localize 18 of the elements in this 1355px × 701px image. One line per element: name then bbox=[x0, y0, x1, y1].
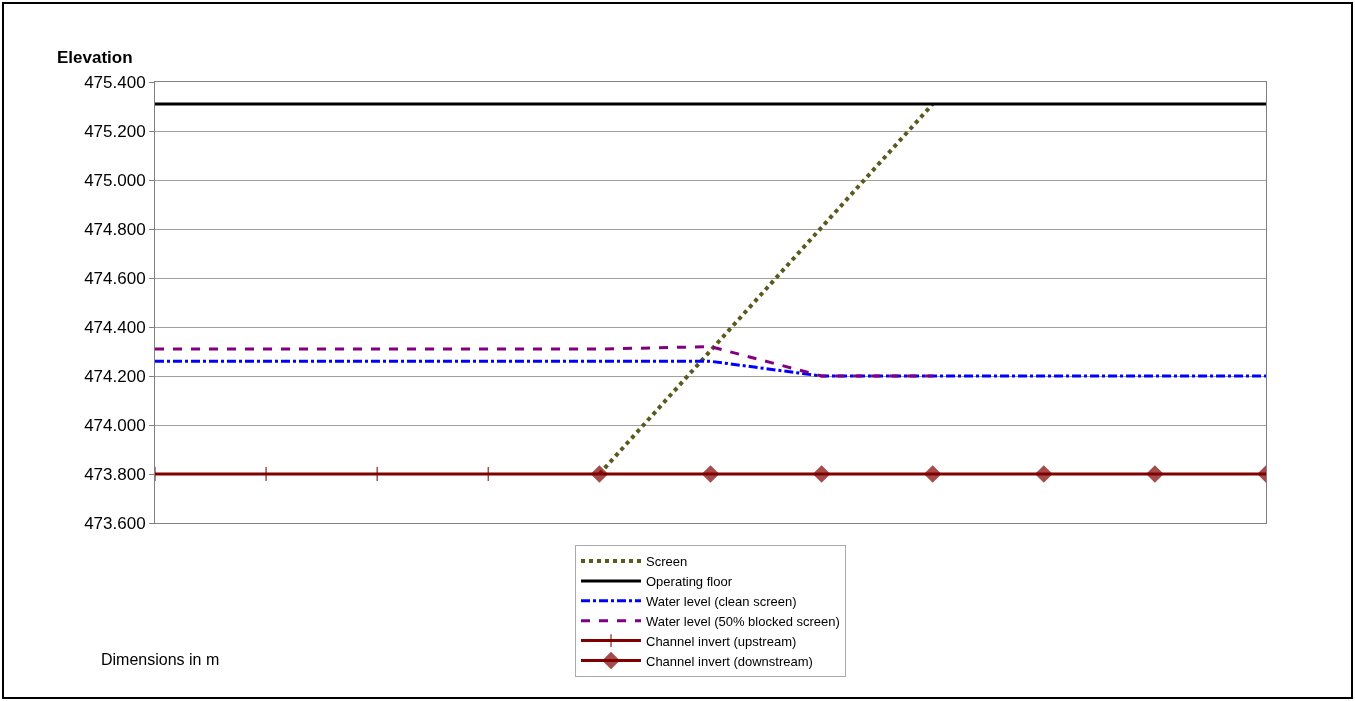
legend-label: Screen bbox=[646, 554, 688, 570]
y-axis-title: Elevation bbox=[57, 48, 133, 67]
text: Dimensions in m bbox=[101, 651, 220, 668]
y-tick-label: 474.000 bbox=[84, 415, 146, 435]
y-tick-label: 475.400 bbox=[84, 72, 146, 92]
legend-label: Water level (clean screen) bbox=[646, 593, 797, 609]
y-tick-label: 473.600 bbox=[84, 513, 146, 533]
legend-label: Water level (50% blocked screen) bbox=[646, 613, 840, 629]
y-tick-label: 474.400 bbox=[84, 317, 146, 337]
legend-label: Channel invert (downstream) bbox=[646, 653, 813, 669]
y-tick-label: 474.800 bbox=[84, 219, 146, 239]
legend-label: Channel invert (upstream) bbox=[646, 633, 797, 649]
legend-label: Operating floor bbox=[646, 573, 733, 589]
y-tick-label: 474.200 bbox=[84, 366, 146, 386]
y-tick-label: 475.200 bbox=[84, 121, 146, 141]
y-tick-label: 474.600 bbox=[84, 268, 146, 288]
y-tick-label: 473.800 bbox=[84, 464, 146, 484]
y-tick-label: 475.000 bbox=[84, 170, 146, 190]
